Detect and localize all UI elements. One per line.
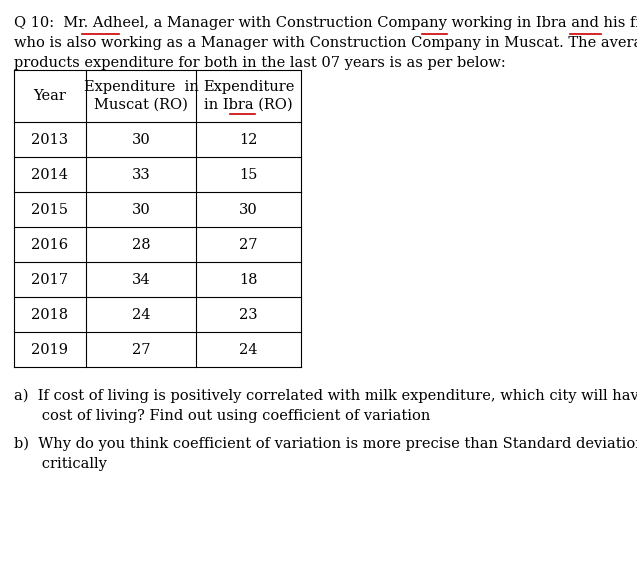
- Text: Q 10:  Mr. Adheel, a Manager with Construction Company working in Ibra and his f: Q 10: Mr. Adheel, a Manager with Constru…: [14, 16, 637, 30]
- Text: Year: Year: [34, 89, 66, 103]
- Text: 15: 15: [240, 168, 258, 182]
- Text: who is also working as a Manager with Construction Company in Muscat. The averag: who is also working as a Manager with Co…: [14, 36, 637, 50]
- Text: critically: critically: [14, 457, 107, 471]
- Text: 30: 30: [132, 132, 150, 146]
- Text: 2015: 2015: [31, 203, 69, 217]
- Text: 27: 27: [240, 237, 258, 251]
- Text: cost of living? Find out using coefficient of variation: cost of living? Find out using coefficie…: [14, 409, 431, 423]
- Text: b)  Why do you think coefficient of variation is more precise than Standard devi: b) Why do you think coefficient of varia…: [14, 437, 637, 452]
- Text: Expenditure  in: Expenditure in: [83, 80, 199, 94]
- Text: 2014: 2014: [31, 168, 69, 182]
- Text: 34: 34: [132, 273, 150, 287]
- Text: 30: 30: [132, 203, 150, 217]
- Text: 24: 24: [240, 343, 258, 356]
- Text: 2013: 2013: [31, 132, 69, 146]
- Text: 12: 12: [240, 132, 258, 146]
- Text: products expenditure for both in the last 07 years is as per below:: products expenditure for both in the las…: [14, 56, 506, 70]
- Text: 27: 27: [132, 343, 150, 356]
- Text: a)  If cost of living is positively correlated with milk expenditure, which city: a) If cost of living is positively corre…: [14, 389, 637, 403]
- Text: in Ibra (RO): in Ibra (RO): [204, 98, 293, 112]
- Text: 2017: 2017: [31, 273, 69, 287]
- Text: 24: 24: [132, 307, 150, 321]
- Text: Expenditure: Expenditure: [203, 80, 294, 94]
- Text: Muscat (RO): Muscat (RO): [94, 98, 188, 112]
- Text: 23: 23: [239, 307, 258, 321]
- Text: 2018: 2018: [31, 307, 69, 321]
- Text: 2016: 2016: [31, 237, 69, 251]
- Text: 30: 30: [239, 203, 258, 217]
- Text: 33: 33: [132, 168, 150, 182]
- Text: 28: 28: [132, 237, 150, 251]
- Text: 18: 18: [240, 273, 258, 287]
- Text: 2019: 2019: [31, 343, 69, 356]
